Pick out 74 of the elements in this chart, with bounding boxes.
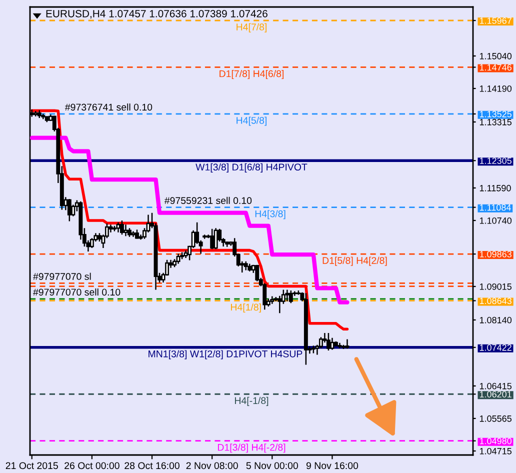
y-tick-label: 1.15967	[480, 17, 512, 24]
x-tick-label: 9 Nov 16:00	[306, 462, 358, 470]
candlestick	[124, 224, 128, 237]
x-tick-label: 28 Oct 16:00	[124, 462, 180, 470]
ref-line-label: W1[3/8] D1[6/8] H4PIVOT	[196, 163, 308, 172]
candlestick	[304, 292, 308, 366]
candlestick	[326, 332, 330, 352]
candlestick	[311, 344, 316, 354]
candlestick	[116, 222, 120, 233]
x-tick-label: 2 Nov 08:00	[186, 462, 238, 470]
y-tick-label: 1.11590	[480, 184, 511, 192]
y-tick-label: 1.11084	[480, 204, 511, 211]
y-tick-label: 1.09863	[480, 251, 512, 258]
candlestick	[176, 253, 180, 264]
candlestick	[285, 289, 290, 302]
candlestick	[34, 110, 38, 118]
y-tick-label: 1.15040	[480, 52, 512, 60]
candlestick	[248, 263, 252, 272]
y-tick-label: 1.04980	[480, 438, 512, 444]
y-tick-label: 1.14190	[480, 85, 512, 92]
candlestick	[44, 116, 49, 123]
candlestick	[288, 290, 293, 304]
x-tick-label: 26 Oct 00:00	[64, 462, 120, 470]
annotation: #97977070 sell 0.10	[33, 288, 120, 296]
candlestick	[41, 113, 46, 120]
candlestick	[338, 342, 342, 349]
y-tick-label: 1.14746	[480, 64, 512, 71]
y-tick-label: 1.09015	[480, 283, 512, 290]
ref-line-label: H4[5/8]	[236, 116, 266, 126]
y-tick-label: 1.06201	[480, 391, 512, 398]
candlestick	[135, 229, 139, 240]
y-tick-label: 1.10740	[480, 217, 512, 224]
candlestick	[202, 234, 207, 240]
y-tick-label: 1.13525	[480, 110, 512, 118]
candlestick	[330, 337, 334, 350]
candlestick	[345, 338, 350, 350]
ref-line-label: MN1[3/8] W1[2/8] D1PIVOT H4SUP	[148, 350, 302, 360]
x-tick-label: 21 Oct 2015	[6, 462, 58, 470]
candlestick	[184, 250, 188, 259]
candlestick	[120, 220, 124, 236]
candlestick	[225, 240, 230, 248]
ref-line-label: H4[7/8]	[236, 23, 266, 32]
y-tick-label: 1.08643	[480, 298, 512, 304]
candlestick	[172, 258, 177, 268]
ref-line-label: H4[1/8]	[230, 303, 261, 313]
candlestick	[180, 252, 184, 260]
candlestick	[128, 228, 132, 238]
candlestick	[131, 230, 136, 238]
candlestick	[334, 340, 338, 347]
candlestick	[112, 225, 116, 232]
candlestick	[37, 110, 42, 119]
y-tick-label: 1.07422	[480, 344, 512, 351]
ref-line-label: D1[3/8] H4[-2/8]	[218, 444, 286, 453]
candlestick	[214, 228, 218, 250]
y-tick-label: 1.08140	[480, 316, 512, 324]
candlestick	[90, 237, 94, 249]
ref-line-label: H4[3/8]	[255, 210, 286, 220]
ref-line-label: D1[7/8] H4[6/8]	[220, 70, 284, 80]
candlestick	[210, 228, 214, 250]
candlestick	[67, 198, 72, 222]
annotation: #97559231 sell 0.10	[164, 196, 252, 204]
x-tick-label: 5 Nov 00:00	[246, 462, 298, 470]
chart-title: EURUSD,H4 1.07457 1.07636 1.07389 1.07426	[46, 10, 268, 19]
y-tick-label: 1.12305	[480, 158, 512, 164]
annotation: #97376741 sell 0.10	[64, 103, 152, 111]
ref-line-label: D1[5/8] H4[2/8]	[322, 256, 387, 266]
ref-line-label: H4[-1/8]	[235, 396, 268, 406]
y-tick-label: 1.04715	[480, 448, 512, 454]
y-tick-label: 1.05565	[480, 415, 512, 422]
annotation: #97977070 sl	[33, 272, 91, 280]
y-tick-label: 1.13315	[480, 118, 512, 126]
candlestick	[270, 296, 274, 305]
candlestick	[244, 260, 248, 271]
y-tick-label: 1.06415	[480, 382, 512, 390]
